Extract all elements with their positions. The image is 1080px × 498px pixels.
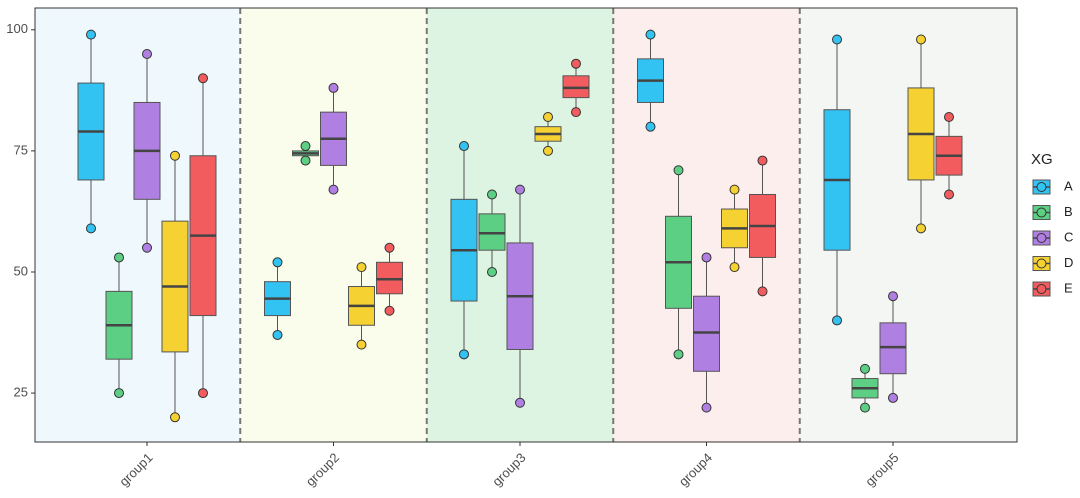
- point: [272, 257, 283, 268]
- point: [300, 155, 311, 166]
- x-tick-label: group5: [862, 450, 901, 489]
- point: [860, 363, 870, 374]
- point: [272, 329, 283, 340]
- point: [729, 262, 740, 273]
- point: [142, 242, 152, 253]
- y-tick-label: 75: [14, 142, 28, 157]
- point: [571, 58, 581, 69]
- legend-title: XG: [1031, 151, 1053, 168]
- y-tick-label: 25: [14, 385, 28, 400]
- point: [645, 121, 656, 132]
- point: [384, 305, 395, 316]
- legend-label: C: [1064, 229, 1073, 244]
- x-tick-label: group4: [676, 450, 715, 489]
- legend-key-point: [1036, 284, 1047, 294]
- point: [328, 184, 339, 195]
- point: [170, 412, 180, 423]
- point: [645, 29, 656, 40]
- point: [832, 315, 842, 326]
- point: [515, 184, 525, 195]
- point: [757, 286, 768, 297]
- legend-label: A: [1064, 178, 1073, 193]
- y-tick-label: 100: [6, 21, 28, 36]
- point: [673, 349, 684, 360]
- point: [86, 223, 96, 234]
- x-tick-label: group1: [116, 450, 155, 489]
- point: [198, 388, 208, 399]
- point: [459, 141, 469, 152]
- point: [888, 291, 898, 302]
- point: [944, 111, 954, 122]
- point: [701, 402, 712, 413]
- point: [170, 150, 180, 161]
- point: [916, 223, 926, 234]
- point: [832, 34, 842, 45]
- point: [543, 111, 553, 122]
- point: [701, 252, 712, 263]
- legend-key-point: [1036, 258, 1047, 269]
- point: [571, 107, 581, 118]
- y-tick-label: 50: [14, 263, 28, 278]
- point: [328, 82, 339, 93]
- point: [356, 339, 367, 350]
- point: [198, 73, 208, 84]
- point: [300, 141, 311, 152]
- point: [515, 397, 525, 408]
- x-tick-label: group2: [303, 450, 342, 489]
- point: [114, 252, 124, 263]
- point: [888, 392, 898, 403]
- point: [487, 266, 497, 277]
- point: [114, 388, 124, 399]
- point: [944, 189, 954, 200]
- point: [384, 242, 395, 253]
- point: [860, 402, 870, 413]
- panel-border: [34, 7, 1018, 443]
- point: [729, 184, 740, 195]
- legend-key-point: [1036, 182, 1047, 192]
- legend-label: B: [1064, 204, 1073, 219]
- legend-key-point: [1036, 207, 1047, 218]
- legend-label: D: [1064, 255, 1073, 270]
- point: [916, 34, 926, 45]
- point: [757, 155, 768, 166]
- legend-label: E: [1064, 280, 1073, 295]
- point: [356, 262, 367, 273]
- point: [543, 145, 553, 156]
- point: [86, 29, 96, 40]
- point: [459, 349, 469, 360]
- point: [142, 49, 152, 60]
- category-background: [240, 8, 427, 442]
- x-tick-label: group3: [489, 450, 528, 489]
- legend-key-point: [1036, 233, 1047, 243]
- point: [673, 165, 684, 176]
- point: [487, 189, 497, 200]
